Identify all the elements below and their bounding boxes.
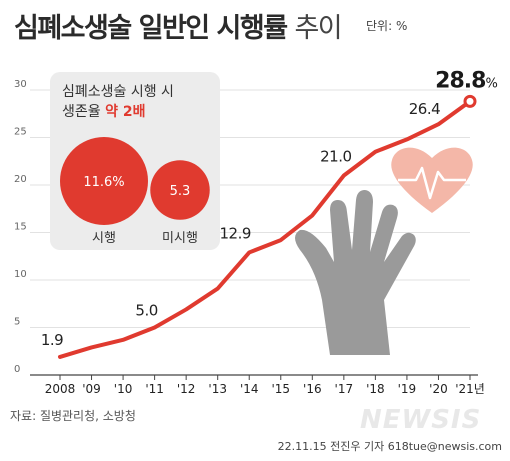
series-line xyxy=(58,99,472,359)
inset-bubble-label: 미시행 xyxy=(162,230,198,246)
x-tick-label: '17 xyxy=(335,382,354,396)
y-tick-label: 30 xyxy=(14,79,27,90)
inset-bubble xyxy=(150,160,210,220)
y-tick-label: 15 xyxy=(14,222,27,233)
watermark: NEWSIS xyxy=(360,405,482,435)
x-tick-label: '14 xyxy=(240,382,259,396)
y-tick-label: 25 xyxy=(14,127,27,138)
inset-text-line2: 생존율 약 2배 xyxy=(62,103,145,120)
data-label: 21.0 xyxy=(320,148,351,166)
title-light: 추이 xyxy=(294,13,342,44)
data-label-final: 28.8% xyxy=(435,68,497,93)
inset-text-highlight: 약 2배 xyxy=(105,103,145,120)
chart-title: 심폐소생술 일반인 시행률 추이 xyxy=(14,6,343,45)
x-tick-label: '20 xyxy=(429,382,448,396)
credit-note: 22.11.15 전진우 기자 618tue@newsis.com xyxy=(277,440,502,453)
hand-illustration xyxy=(295,190,416,355)
inset-text-prefix: 생존율 xyxy=(62,104,105,120)
y-tick-label: 20 xyxy=(14,174,27,185)
inset-bubble-label: 시행 xyxy=(92,230,116,246)
data-label: 12.9 xyxy=(220,224,251,242)
x-tick-label: '13 xyxy=(208,382,227,396)
inset-bubble xyxy=(60,137,148,225)
x-tick-label: '12 xyxy=(177,382,196,396)
x-tick-label: '09 xyxy=(82,382,101,396)
x-tick-label: '11 xyxy=(145,382,164,396)
data-label-suffix: % xyxy=(485,76,497,91)
heartbeat-line-icon xyxy=(398,166,466,200)
x-tick-label: 2008 xyxy=(45,382,76,396)
title-bold: 심폐소생술 일반인 시행률 xyxy=(14,13,288,44)
x-tick-label: '10 xyxy=(114,382,133,396)
x-tick-label: '15 xyxy=(271,382,290,396)
x-tick-label: '21년 xyxy=(455,382,485,396)
end-point-marker xyxy=(463,94,477,108)
data-label: 26.4 xyxy=(409,100,440,118)
y-tick-label: 10 xyxy=(14,269,27,280)
x-tick-label: '18 xyxy=(366,382,385,396)
x-tick-label: '16 xyxy=(303,382,322,396)
inset-text-line1: 심폐소생술 시행 시 xyxy=(62,84,174,100)
y-tick-label: 0 xyxy=(14,364,20,375)
data-label: 5.0 xyxy=(135,302,157,320)
x-tick-label: '19 xyxy=(398,382,417,396)
heart-icon xyxy=(391,147,473,213)
unit-label: 단위: % xyxy=(366,19,408,33)
y-tick-label: 5 xyxy=(14,317,20,328)
inset-bubble-value: 11.6% xyxy=(83,175,124,190)
inset-bubble-value: 5.3 xyxy=(170,184,191,199)
data-label: 1.9 xyxy=(41,331,63,349)
source-note: 자료: 질병관리청, 소방청 xyxy=(10,409,136,423)
